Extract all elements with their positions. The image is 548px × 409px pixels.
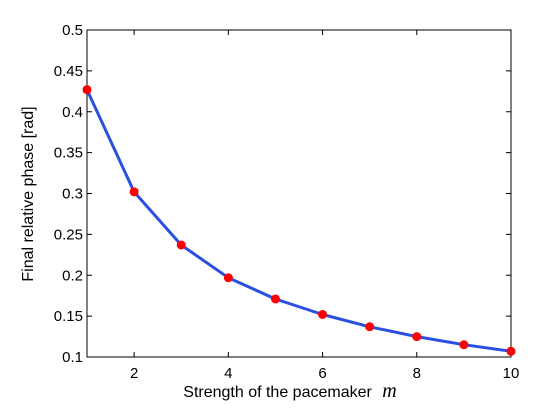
y-tick-label: 0.5 xyxy=(62,22,83,39)
x-tick-label: 8 xyxy=(413,365,421,382)
x-tick-label: 2 xyxy=(130,365,138,382)
data-point xyxy=(129,187,139,197)
data-point xyxy=(318,309,328,319)
y-tick-label: 0.3 xyxy=(62,186,83,203)
data-point xyxy=(459,340,469,350)
x-axis-label-symbol: m xyxy=(382,380,396,402)
y-tick-label: 0.1 xyxy=(62,349,83,366)
plot-border xyxy=(86,29,512,358)
x-axis-label: Strength of the pacemaker m xyxy=(183,380,396,402)
y-axis-label: Final relative phase [rad] xyxy=(20,106,37,281)
x-tick-label: 4 xyxy=(224,365,232,382)
y-tick-label: 0.2 xyxy=(62,267,83,284)
series-lines xyxy=(85,89,512,353)
x-axis-ticks: 2 4 6 8 10 xyxy=(130,30,519,382)
y-tick-label: 0.4 xyxy=(62,104,83,121)
y-tick-label: 0.35 xyxy=(54,145,83,162)
data-point xyxy=(506,346,516,356)
data-point xyxy=(365,322,375,332)
data-point xyxy=(82,85,92,95)
plot-frame xyxy=(86,29,512,358)
x-tick-label: 6 xyxy=(318,365,326,382)
y-axis-ticks: 0.1 0.15 0.2 0.25 0.3 0.35 0.4 0.45 0.5 xyxy=(54,22,511,366)
series-points xyxy=(82,85,516,356)
y-tick-label: 0.25 xyxy=(54,226,83,243)
y-tick-label: 0.15 xyxy=(54,308,83,325)
x-tick-label: 10 xyxy=(503,365,520,382)
x-axis-label-text: Strength of the pacemaker xyxy=(183,384,372,401)
series-line xyxy=(85,89,512,353)
y-tick-label: 0.45 xyxy=(54,63,83,80)
data-point xyxy=(223,273,233,283)
data-point xyxy=(270,294,280,304)
data-point xyxy=(176,240,186,250)
data-point xyxy=(412,332,422,342)
